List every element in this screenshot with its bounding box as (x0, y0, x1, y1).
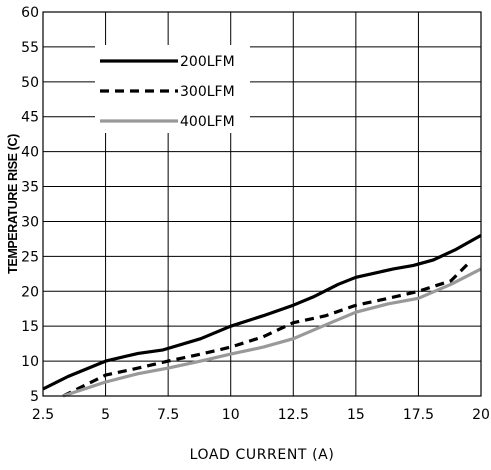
x-tick-label: 7.5 (157, 407, 179, 423)
legend-label-300lfm: 300LFM (180, 84, 235, 100)
y-tick-label: 60 (21, 5, 39, 21)
x-tick-label: 17.5 (403, 407, 434, 423)
y-tick-label: 50 (21, 75, 39, 91)
y-tick-label: 40 (21, 145, 39, 161)
x-tick-label: 2.5 (32, 407, 54, 423)
y-tick-label: 55 (21, 40, 39, 56)
plot-area-border (42, 11, 482, 397)
series-line-400lfm (62, 267, 482, 398)
x-tick-label: 10 (222, 407, 240, 423)
x-axis-ticks: 2.5 5 7.5 10 12.5 15 17.5 20 (32, 407, 490, 423)
x-tick-label: 12.5 (278, 407, 309, 423)
y-tick-label: 5 (30, 389, 39, 405)
grid-lines (42, 11, 482, 397)
series-lines (42, 234, 482, 398)
legend: 200LFM 300LFM 400LFM (95, 45, 250, 133)
y-axis-ticks: 5 10 15 20 25 30 35 40 45 50 55 60 (21, 5, 39, 405)
x-tick-label: 5 (101, 407, 110, 423)
x-axis-label: LOAD CURRENT (A) (190, 447, 335, 463)
y-tick-label: 35 (21, 180, 39, 196)
series-line-300lfm (62, 262, 470, 398)
y-tick-label: 25 (21, 249, 39, 265)
y-tick-label: 30 (21, 214, 39, 230)
y-tick-label: 45 (21, 110, 39, 126)
legend-label-200lfm: 200LFM (180, 54, 235, 70)
y-tick-label: 10 (21, 354, 39, 370)
series-line-200lfm (42, 234, 482, 391)
x-tick-label: 15 (347, 407, 365, 423)
y-tick-label: 15 (21, 319, 39, 335)
y-axis-label: TEMPERATURE RISE (C) (6, 134, 20, 274)
x-tick-label: 20 (472, 407, 490, 423)
y-tick-label: 20 (21, 284, 39, 300)
legend-label-400lfm: 400LFM (180, 114, 235, 130)
